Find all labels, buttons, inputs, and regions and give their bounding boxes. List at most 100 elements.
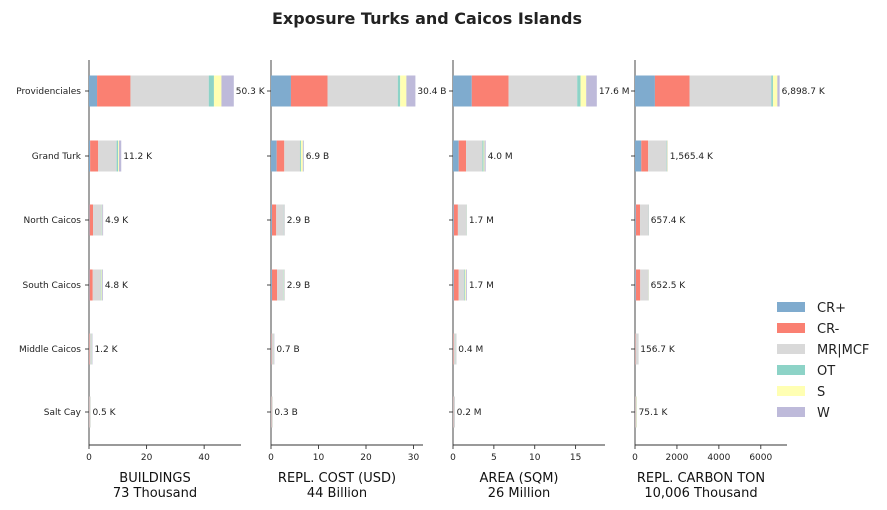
bar-segment xyxy=(641,140,649,172)
bar-segment xyxy=(302,140,304,172)
bar-segment xyxy=(208,75,214,107)
bar-segment xyxy=(640,204,649,236)
panel-1: 30.4 B 6.9 B 2.9 B 2.9 B 0.7 B 0.3 B 0 10 20 30 RE… xyxy=(267,60,446,501)
x-tick-label: 40 xyxy=(198,453,210,463)
panel-2: 17.6 M 4.0 M 1.7 M 1.7 M 0.4 M 0.2 M 0 5 10 15 ARE… xyxy=(449,60,629,501)
bar-segment xyxy=(453,204,458,236)
data-label: 4.9 K xyxy=(105,216,129,226)
x-tick-label: 4000 xyxy=(707,453,730,463)
data-label: 17.6 M xyxy=(599,87,630,97)
x-axis-total: 10,006 Thousand xyxy=(644,486,757,501)
y-tick-label: Middle Caicos xyxy=(19,345,81,355)
bar-segment xyxy=(654,75,690,107)
data-label: 4.0 M xyxy=(488,152,513,162)
bar-segment xyxy=(482,140,484,172)
x-tick-label: 10 xyxy=(313,453,325,463)
bar-segment xyxy=(453,269,454,301)
x-axis-total: 73 Thousand xyxy=(113,486,197,501)
data-label: 2.9 B xyxy=(287,216,310,226)
bar-segment xyxy=(271,204,277,236)
bar-segment xyxy=(635,204,641,236)
bar-segment xyxy=(327,75,398,107)
bar-segment xyxy=(406,75,416,107)
bar-segment xyxy=(130,75,209,107)
data-label: 2.9 B xyxy=(287,281,310,291)
bar-segment xyxy=(299,140,301,172)
x-tick-label: 20 xyxy=(141,453,153,463)
data-label: 657.4 K xyxy=(651,216,687,226)
bar-segment xyxy=(635,204,636,236)
bar-segment xyxy=(772,75,778,107)
x-axis-label: AREA (SQM) xyxy=(479,471,558,486)
x-tick-label: 6000 xyxy=(749,453,772,463)
bar-segment xyxy=(101,269,103,301)
bar-segment xyxy=(101,269,102,301)
x-axis-total: 26 Million xyxy=(488,486,551,501)
bar-segment xyxy=(453,204,454,236)
chart-title: Exposure Turks and Caicos Islands xyxy=(272,9,582,28)
bar-segment xyxy=(771,75,773,107)
legend-label: MR|MCF xyxy=(817,343,869,358)
x-tick-label: 0 xyxy=(632,453,638,463)
bar-segment xyxy=(89,396,91,428)
data-label: 50.3 K xyxy=(236,87,266,97)
bar-segment xyxy=(276,140,285,172)
legend-swatch xyxy=(777,365,805,375)
data-label: 75.1 K xyxy=(639,408,669,418)
bar-segment xyxy=(635,333,639,365)
bar-segment xyxy=(471,75,509,107)
bar-segment xyxy=(271,75,291,107)
x-tick-label: 30 xyxy=(408,453,420,463)
data-label: 156.7 K xyxy=(640,345,676,355)
bar-segment xyxy=(284,140,300,172)
bar-segment xyxy=(453,75,472,107)
bar-segment xyxy=(92,269,101,301)
bar-segment xyxy=(640,269,648,301)
bar-segment xyxy=(580,75,587,107)
legend-swatch xyxy=(777,302,805,312)
bar-segment xyxy=(271,269,272,301)
bar-segment xyxy=(466,140,483,172)
chart-panels: Providenciales 50.3 K Grand Turk 11.2 K Nort… xyxy=(16,60,826,501)
legend-label: S xyxy=(817,385,825,400)
bar-segment xyxy=(466,269,467,301)
y-tick-label: North Caicos xyxy=(24,216,82,226)
chart-legend: CR+ CR- MR|MCF OT SW xyxy=(777,301,869,421)
bar-segment xyxy=(464,269,466,301)
bar-segment xyxy=(89,204,94,236)
bar-segment xyxy=(453,269,459,301)
data-label: 30.4 B xyxy=(417,87,446,97)
data-label: 6,898.7 K xyxy=(782,87,826,97)
bar-segment xyxy=(465,269,467,301)
x-axis-total: 44 Billion xyxy=(307,486,367,501)
bar-segment xyxy=(271,140,277,172)
bar-segment xyxy=(453,333,454,365)
y-tick-label: South Caicos xyxy=(23,281,82,291)
bar-segment xyxy=(453,333,456,365)
bar-segment xyxy=(89,140,91,172)
x-tick-label: 15 xyxy=(570,453,581,463)
bar-segment xyxy=(271,269,278,301)
data-label: 1.7 M xyxy=(469,216,494,226)
x-tick-label: 20 xyxy=(360,453,372,463)
bar-segment xyxy=(118,140,119,172)
x-tick-label: 0 xyxy=(450,453,456,463)
panel-3: 6,898.7 K 1,565.4 K 657.4 K 652.5 K 156.7 K 7… xyxy=(631,60,826,501)
bar-segment xyxy=(118,140,122,172)
bar-segment xyxy=(213,75,222,107)
bar-segment xyxy=(89,269,90,301)
bar-segment xyxy=(483,140,485,172)
bar-segment xyxy=(689,75,772,107)
panel-0: Providenciales 50.3 K Grand Turk 11.2 K Nort… xyxy=(16,60,266,501)
bar-segment xyxy=(635,269,636,301)
x-axis-label: REPL. CARBON TON xyxy=(637,471,765,486)
bar-segment xyxy=(98,140,117,172)
legend-swatch xyxy=(777,407,805,417)
legend-label: OT xyxy=(817,364,835,379)
bar-segment xyxy=(89,269,93,301)
y-tick-label: Providenciales xyxy=(16,87,81,97)
data-label: 0.5 K xyxy=(92,408,116,418)
bar-segment xyxy=(89,75,98,107)
data-label: 1,565.4 K xyxy=(670,152,714,162)
data-label: 0.4 M xyxy=(458,345,483,355)
